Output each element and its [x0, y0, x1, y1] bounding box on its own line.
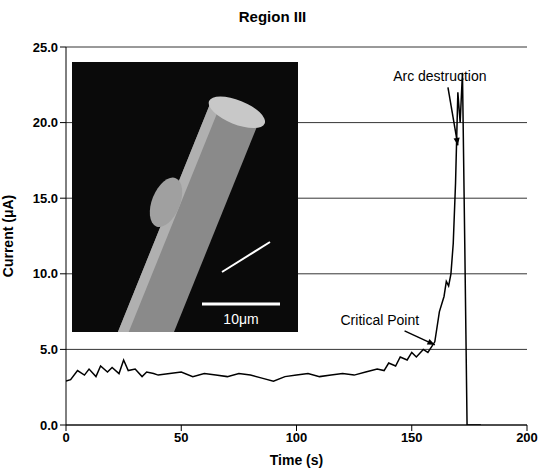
svg-text:Current (μA): Current (μA) [0, 195, 16, 277]
svg-text:5.0: 5.0 [40, 342, 58, 357]
svg-text:0: 0 [62, 430, 69, 445]
svg-text:50: 50 [174, 430, 188, 445]
html-text:Region III: Region III [238, 8, 307, 25]
svg-text:10.0: 10.0 [33, 266, 58, 281]
svg-text:20.0: 20.0 [33, 115, 58, 130]
svg-text:Time (s): Time (s) [270, 452, 323, 468]
svg-text:0.0: 0.0 [40, 418, 58, 433]
svg-text:Arc destruction: Arc destruction [393, 68, 486, 84]
svg-text:15.0: 15.0 [33, 191, 58, 206]
svg-text:150: 150 [401, 430, 423, 445]
svg-text:100: 100 [286, 430, 308, 445]
svg-text:10μm: 10μm [223, 311, 258, 327]
svg-text:200: 200 [516, 430, 538, 445]
svg-text:25.0: 25.0 [33, 40, 58, 55]
svg-text:Critical Point: Critical Point [341, 312, 420, 328]
